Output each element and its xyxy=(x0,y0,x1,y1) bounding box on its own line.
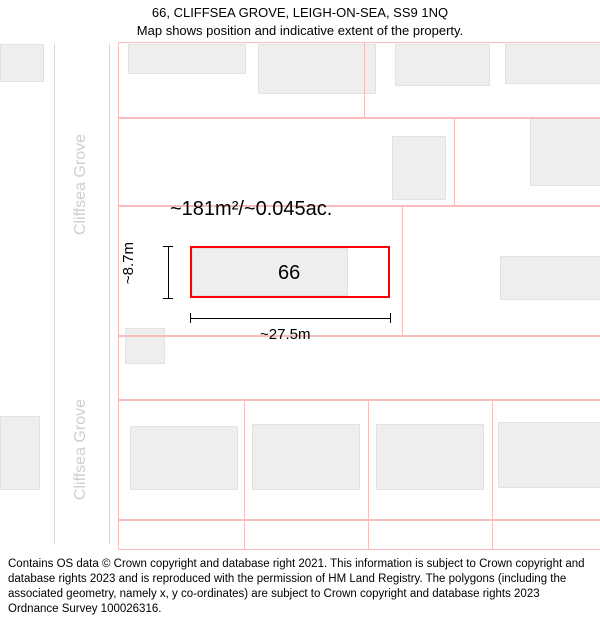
area-label: ~181m²/~0.045ac. xyxy=(170,198,332,221)
parcel-boundary xyxy=(492,520,493,550)
footer-copyright: Contains OS data © Crown copyright and d… xyxy=(0,551,600,625)
parcel-boundary xyxy=(364,42,365,118)
parcel-boundary xyxy=(492,400,493,520)
dimension-tick xyxy=(390,313,391,323)
parcel-boundary xyxy=(118,336,600,400)
dimension-tick xyxy=(163,246,173,247)
dimension-line-horizontal xyxy=(190,318,390,319)
parcel-boundary xyxy=(118,118,600,206)
parcel-boundary xyxy=(118,42,600,118)
road-label: Cliffsea Grove xyxy=(72,399,90,500)
dimension-height-label: ~8.7m xyxy=(120,242,137,284)
parcel-boundary xyxy=(402,206,403,336)
building-footprint xyxy=(0,416,40,490)
parcel-boundary xyxy=(368,400,369,520)
parcel-boundary xyxy=(454,118,455,206)
header-subtitle: Map shows position and indicative extent… xyxy=(8,22,592,40)
dimension-line-vertical xyxy=(168,246,169,298)
road-label: Cliffsea Grove xyxy=(72,134,90,235)
dimension-tick xyxy=(190,313,191,323)
building-footprint xyxy=(0,44,44,82)
property-number: 66 xyxy=(278,262,300,285)
map-area: Cliffsea Grove Cliffsea Grove 66 ~181m²/… xyxy=(0,44,600,544)
header-title: 66, CLIFFSEA GROVE, LEIGH-ON-SEA, SS9 1N… xyxy=(8,4,592,22)
header: 66, CLIFFSEA GROVE, LEIGH-ON-SEA, SS9 1N… xyxy=(0,0,600,41)
dimension-tick xyxy=(163,298,173,299)
parcel-boundary xyxy=(118,520,600,550)
parcel-boundary xyxy=(368,520,369,550)
dimension-width-label: ~27.5m xyxy=(260,326,310,343)
parcel-boundary xyxy=(244,400,245,520)
parcel-boundary xyxy=(244,520,245,550)
parcel-boundary xyxy=(118,400,600,520)
